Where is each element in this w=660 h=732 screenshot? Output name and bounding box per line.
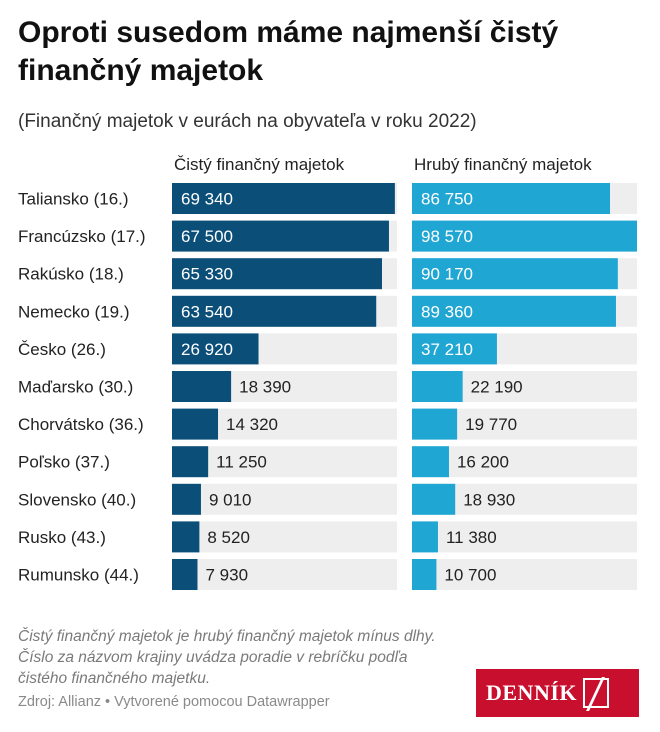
bar-net [172,408,219,440]
data-label: 63 540 [181,302,233,321]
bar-net [172,446,209,478]
category-label: Francúzsko (17.) [18,227,146,246]
bar-track [172,483,397,515]
data-label: 98 570 [421,227,473,246]
bar-track [172,446,397,478]
data-label: 14 320 [226,415,278,434]
bar-net [172,295,377,327]
data-label: 19 770 [465,415,517,434]
data-label: 67 500 [181,227,233,246]
bar-gross [412,483,456,515]
data-label: 11 250 [216,453,267,472]
category-label: Taliansko (16.) [18,190,129,209]
data-label: 11 380 [446,528,497,547]
bar-track [412,521,637,553]
bar-net [172,559,198,590]
data-label: 8 520 [207,528,250,547]
bar-track [412,446,637,478]
bar-net [172,483,201,515]
bar-gross [412,183,611,214]
bar-net [172,521,200,553]
category-label: Poľsko (37.) [18,453,110,472]
data-label: 7 930 [205,566,248,585]
category-label: Slovensko (40.) [18,490,136,509]
bar-gross [412,258,618,290]
chart-notes: Čistý finančný majetok je hrubý finančný… [18,628,436,687]
category-label: Rakúsko (18.) [18,265,124,284]
data-label: 10 700 [444,566,496,585]
chart-title: Oproti susedom máme najmenší čistý finan… [18,16,559,87]
data-label: 69 340 [181,190,233,209]
bar-net [172,333,259,365]
data-label: 26 920 [181,340,233,359]
series-header-1: Hrubý finančný majetok [414,155,592,174]
bar-track [412,559,637,590]
data-label: 16 200 [457,453,509,472]
bar-gross [412,220,637,252]
bar-net [172,183,395,214]
data-label: 90 170 [421,265,473,284]
data-label: 22 190 [471,378,523,397]
bar-gross [412,521,438,553]
category-label: Chorvátsko (36.) [18,415,144,434]
data-label: 37 210 [421,340,473,359]
bar-track [172,559,397,590]
data-label: 18 390 [239,378,291,397]
bar-gross [412,295,616,327]
bar-gross [412,333,497,365]
data-label: 89 360 [421,302,473,321]
data-label: 18 930 [463,490,515,509]
category-label: Česko (26.) [18,340,106,359]
logo-n-mark [583,678,610,708]
dennik-n-logo: DENNÍK [476,669,639,717]
series-header-0: Čistý finančný majetok [174,155,345,174]
bar-net [172,371,232,402]
bar-gross [412,408,458,440]
bar-gross [412,446,449,478]
chart-subtitle: (Finančný majetok v eurách na obyvateľa … [18,111,477,132]
category-label: Nemecko (19.) [18,302,129,321]
category-label: Rumunsko (44.) [18,566,139,585]
data-label: 9 010 [209,490,252,509]
category-label: Maďarsko (30.) [18,378,133,397]
bar-net [172,220,389,252]
data-label: 86 750 [421,190,473,209]
bar-gross [412,371,463,402]
bar-net [172,258,382,290]
source-credit: Zdroj: Allianz • Vytvorené pomocou Dataw… [18,694,330,710]
logo-text: DENNÍK [486,680,578,705]
bar-chart: Čistý finančný majetok Hrubý finančný maj… [18,155,637,590]
bar-gross [412,559,437,590]
category-label: Rusko (43.) [18,528,106,547]
data-label: 65 330 [181,265,233,284]
bar-track [172,521,397,553]
